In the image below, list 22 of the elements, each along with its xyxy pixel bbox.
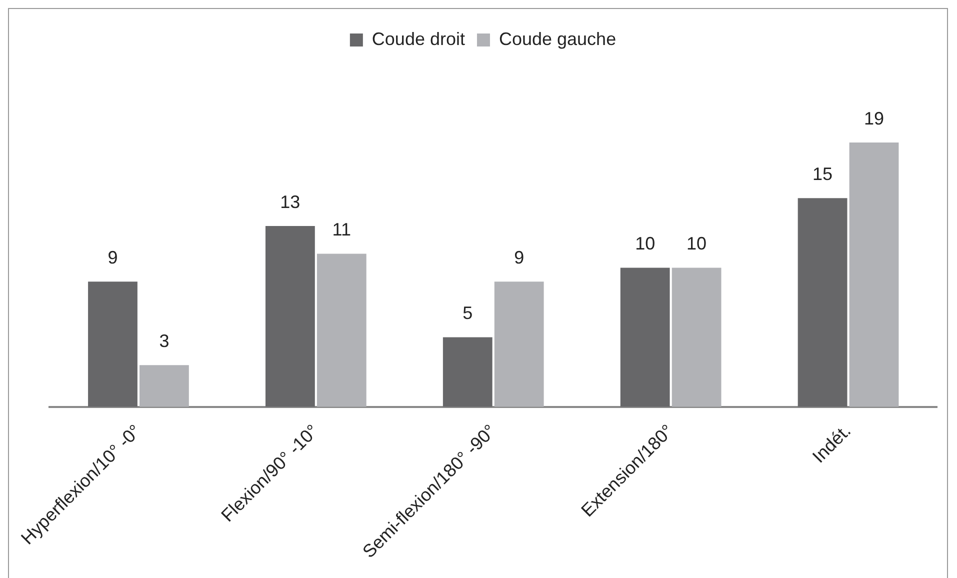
data-label: 10 [635,234,656,254]
data-label: 15 [812,164,833,184]
bar [316,254,366,407]
bar [265,226,315,407]
bar [849,142,899,407]
bar [798,198,848,407]
bar [620,268,670,407]
legend-label: Coude gauche [498,28,616,49]
data-label: 10 [686,234,707,254]
data-label: 19 [864,108,884,128]
bar [140,365,189,407]
bar [672,268,722,407]
data-label: 5 [462,303,473,324]
bar [442,337,492,407]
bar [494,282,544,407]
data-label: 11 [332,220,351,240]
legend-label: Coude droit [372,28,465,49]
data-label: 9 [514,248,524,268]
data-label: 13 [280,192,300,212]
data-label: 9 [108,248,118,268]
data-label: 3 [159,331,170,352]
bar [88,282,138,407]
